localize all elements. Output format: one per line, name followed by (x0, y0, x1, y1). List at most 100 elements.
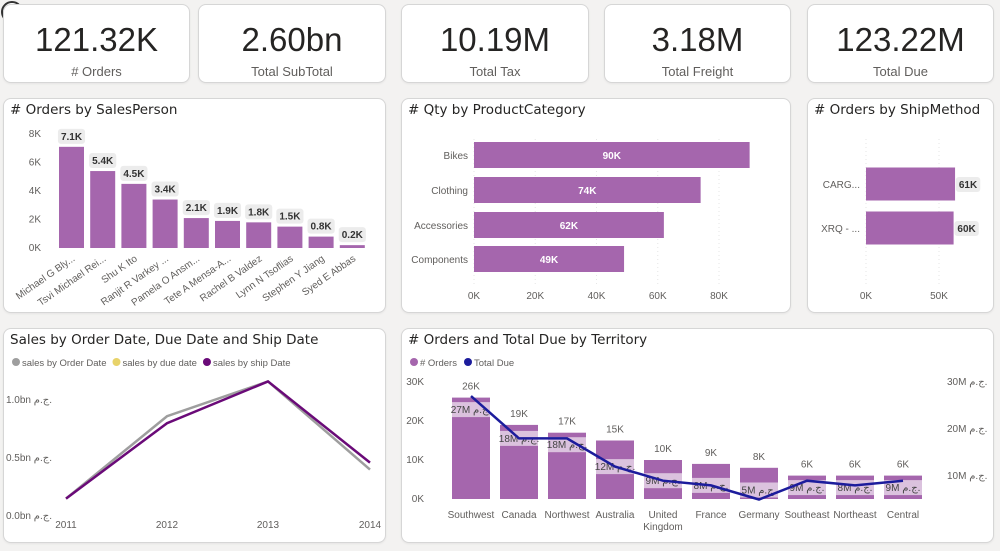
data-label: 74K (578, 186, 597, 197)
data-label-bg (151, 181, 179, 197)
x-tick-label: France (695, 510, 727, 521)
series-line (65, 380, 371, 500)
x-tick-label: Canada (501, 510, 536, 521)
data-label: 62K (560, 221, 579, 232)
chart-title: Sales by Order Date, Due Date and Ship D… (10, 332, 319, 348)
kpi-label: Total Due (873, 64, 928, 79)
qty-by-productcategory-chart[interactable]: # Qty by ProductCategory 0K 20K 40K 60K 80K B… (401, 98, 791, 313)
kpi-label: Total Freight (661, 64, 734, 79)
y-tick-label: 6K (29, 158, 42, 169)
data-label-bg (548, 437, 586, 453)
legend-marker (202, 358, 211, 366)
data-label: 15K (606, 425, 624, 436)
y-tick-label: Accessories (414, 221, 468, 232)
data-label: 6K (849, 460, 862, 471)
y-tick-label: 20K (406, 416, 424, 427)
data-label: 19K (510, 409, 528, 420)
kpi-label: Total SubTotal (251, 64, 333, 79)
kpi-value: 3.18M (651, 21, 744, 58)
data-label: 61K (959, 180, 978, 191)
x-tick-label: Central (887, 510, 919, 521)
data-label-bg (245, 204, 273, 220)
x-tick-label: 60K (649, 291, 667, 302)
y-tick-label: 10K (406, 455, 424, 466)
bar[interactable] (474, 142, 750, 168)
data-label-bg (954, 221, 979, 236)
data-label: 4.5K (123, 169, 145, 180)
bar[interactable] (121, 183, 147, 248)
y-tick-label: 8K (29, 129, 42, 140)
bar[interactable] (474, 177, 701, 203)
data-label-bg (120, 165, 148, 181)
x-tick-label: Northwest (544, 510, 589, 521)
bar[interactable] (246, 222, 272, 248)
kpi-value: 121.32K (35, 21, 158, 58)
bar[interactable] (474, 246, 625, 272)
data-label: 3.4K (155, 185, 177, 196)
legend-item[interactable]: Total Due (474, 358, 514, 369)
chart-title: # Qty by ProductCategory (408, 102, 586, 118)
data-label: 26K (462, 382, 480, 393)
bar[interactable] (866, 167, 956, 201)
x-tick-label: Germany (738, 510, 779, 521)
bar[interactable] (277, 226, 303, 248)
x-tick-label: 2014 (359, 520, 382, 531)
bar[interactable] (183, 218, 209, 248)
bar[interactable] (308, 236, 334, 248)
data-label: 1.9K (217, 206, 239, 217)
bar[interactable] (866, 211, 954, 245)
chart-canvas: 0K 20K 40K 60K 80K Bikes 90K Clothing 74K Accesso… (411, 139, 750, 302)
legend-item[interactable]: sales by due date (122, 358, 196, 369)
y-tick-label: 0K (412, 494, 425, 505)
legend-marker (410, 358, 418, 366)
bar[interactable] (339, 245, 365, 248)
orders-by-shipmethod-chart[interactable]: # Orders by ShipMethod 0K 50K CARG... 61K XR… (807, 98, 994, 313)
data-label: 6K (897, 460, 910, 471)
data-label: 0.8K (311, 222, 333, 233)
y-tick-label: Clothing (431, 186, 468, 197)
bar[interactable] (152, 199, 178, 248)
y-tick-label: 4K (29, 186, 42, 197)
chart-canvas: 0K 50K CARG... 61K XRQ - ... 60K (821, 139, 981, 302)
legend-item[interactable]: # Orders (420, 358, 457, 369)
bar[interactable] (59, 146, 84, 248)
y-tick-label: 0.0bn ج.م. (6, 511, 52, 522)
y-tick-label: 0K (29, 243, 42, 254)
x-tick-label: 2011 (55, 520, 77, 531)
y-tick-label: CARG... (823, 180, 860, 191)
x-tick-label: 20K (526, 291, 544, 302)
kpi-label: Total Tax (469, 64, 521, 79)
x-tick-label: United (649, 510, 678, 521)
orders-total-due-by-territory-chart[interactable]: # Orders and Total Due by Territory # Or… (401, 328, 994, 543)
data-label: 1.5K (279, 212, 301, 223)
data-label-bg (307, 218, 335, 234)
data-label: 9M ج.م. (790, 483, 825, 494)
chart-title: # Orders by SalesPerson (10, 102, 178, 118)
orders-by-salesperson-chart[interactable]: # Orders by SalesPerson 0K 2K 4K 6K 8K 7.1K Mi… (3, 98, 386, 313)
x-tick-label: 80K (710, 291, 728, 302)
data-label: 18M ج.م. (547, 440, 587, 451)
chart-canvas: # Orders Total Due 0K 10K 20K 30K 10M ج.م. 20M … (406, 358, 987, 533)
kpi-total-freight: 3.18M Total Freight (604, 4, 791, 83)
kpi-total-tax: 10.19M Total Tax (401, 4, 589, 83)
bar[interactable] (90, 171, 116, 248)
x-tick-label: 0K (860, 291, 873, 302)
data-label: 17K (558, 417, 576, 428)
bar[interactable] (215, 220, 240, 248)
legend-marker (12, 358, 20, 366)
legend-item[interactable]: sales by Order Date (22, 358, 106, 369)
bar[interactable] (474, 212, 664, 238)
x-tick-label: 2013 (257, 520, 280, 531)
legend-item[interactable]: sales by ship Date (213, 358, 291, 369)
kpi-total-subtotal: 2.60bn Total SubTotal (198, 4, 386, 83)
data-label-bg (740, 482, 778, 498)
kpi-value: 10.19M (439, 21, 551, 58)
data-label: 9M ج.م. (886, 483, 921, 494)
legend-marker (112, 358, 121, 366)
sales-by-date-chart[interactable]: Sales by Order Date, Due Date and Ship D… (3, 328, 386, 543)
data-label: 1.8K (248, 207, 270, 218)
data-label: 9K (705, 448, 718, 459)
data-label-bg (182, 200, 210, 216)
y2-tick-label: 20M ج.م. (947, 424, 987, 435)
x-tick-label: Syed E Abbas (300, 253, 358, 298)
